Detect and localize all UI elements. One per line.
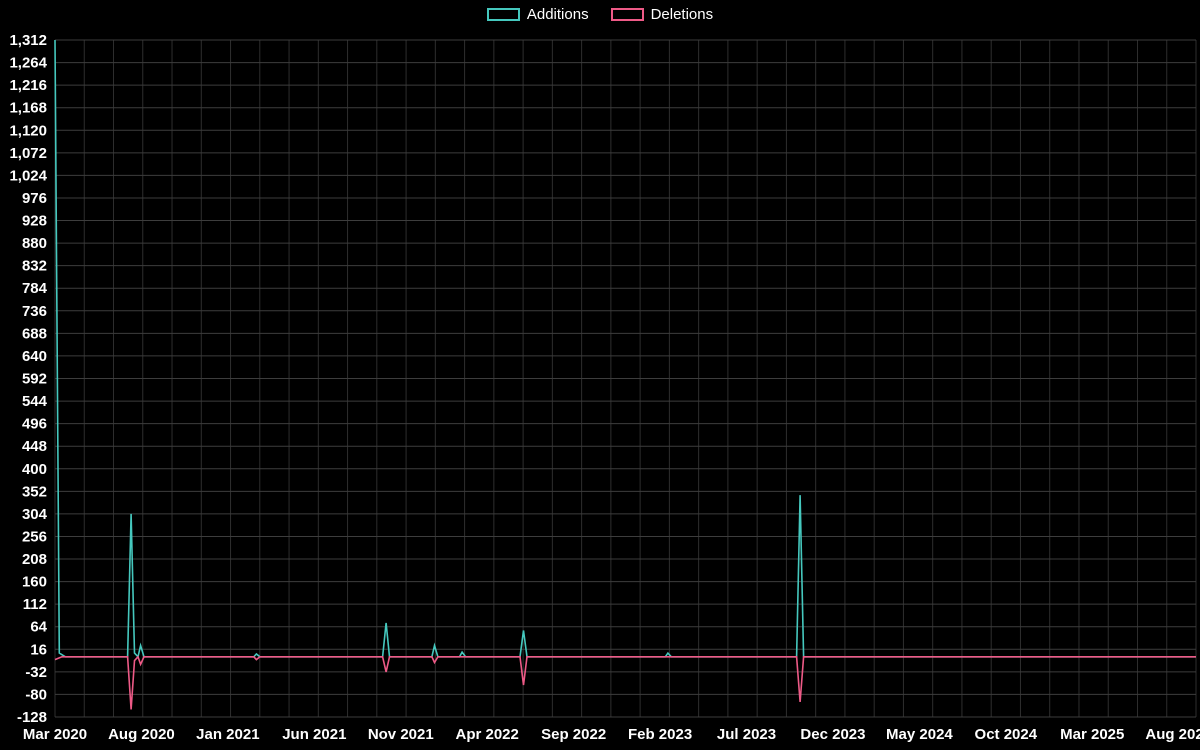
series-line-additions [54,39,1196,659]
x-tick-label: Jun 2021 [282,726,346,743]
y-tick-label: 256 [22,528,47,545]
legend-label-additions: Additions [526,6,589,23]
y-tick-label: 976 [22,190,47,207]
y-tick-label: 1,024 [9,167,47,184]
legend-item-additions[interactable]: Additions [486,6,589,23]
x-tick-label: Aug 2025 [1145,726,1200,743]
y-tick-label: 1,312 [9,32,47,49]
y-tick-label: 640 [22,348,47,365]
y-tick-label: 208 [22,551,47,568]
y-tick-label: 784 [22,280,48,297]
x-tick-label: Feb 2023 [628,726,692,743]
y-tick-label: 400 [22,461,47,478]
y-tick-label: 544 [22,393,48,410]
x-tick-label: Apr 2022 [456,726,519,743]
y-tick-label: 1,072 [9,145,47,162]
x-tick-label: Mar 2020 [23,726,87,743]
y-tick-label: 448 [22,438,47,455]
y-tick-label: 880 [22,235,47,252]
chart-legend: Additions Deletions [0,6,1200,23]
x-tick-label: Aug 2020 [108,726,175,743]
y-tick-label: 1,264 [9,55,47,72]
x-tick-label: Mar 2025 [1060,726,1124,743]
x-tick-label: May 2024 [886,726,953,743]
deletions-swatch-icon [610,8,644,21]
x-tick-label: Sep 2022 [541,726,606,743]
y-tick-label: -32 [25,664,47,681]
y-tick-label: 592 [22,371,47,388]
y-tick-label: 928 [22,213,47,230]
y-tick-label: 1,216 [9,77,47,94]
y-tick-label: 832 [22,258,47,275]
y-tick-label: -80 [25,686,47,703]
y-tick-label: 688 [22,325,47,342]
y-tick-label: 64 [30,619,47,636]
additions-swatch-icon [486,8,520,21]
x-tick-label: Oct 2024 [975,726,1038,743]
x-tick-label: Dec 2023 [800,726,865,743]
legend-label-deletions: Deletions [650,6,714,23]
y-tick-label: -128 [17,709,47,726]
y-tick-label: 1,168 [9,100,47,117]
x-tick-label: Jan 2021 [196,726,259,743]
y-tick-label: 736 [22,303,47,320]
y-tick-label: 1,120 [9,122,47,139]
y-tick-label: 304 [22,506,48,523]
series-line-deletions [54,655,1196,710]
y-tick-label: 112 [23,596,47,613]
x-tick-label: Nov 2021 [368,726,434,743]
y-tick-label: 16 [30,641,47,658]
y-tick-label: 352 [22,483,47,500]
y-tick-label: 496 [22,416,47,433]
y-tick-label: 160 [22,574,47,591]
legend-item-deletions[interactable]: Deletions [610,6,714,23]
x-tick-label: Jul 2023 [717,726,776,743]
